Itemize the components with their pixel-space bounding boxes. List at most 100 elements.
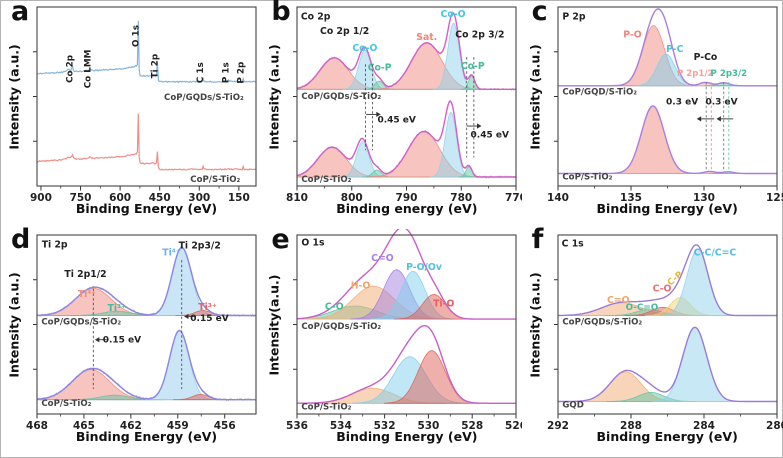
panel-d: d Intensity (a.u.) Ti 2p Ti 2p1/2 Ti⁴⁺ Ti³⁺… (1, 224, 261, 457)
sample-label: CoP/S-TiO₂ (302, 175, 352, 185)
co2p-spectrum-plot: Co 2p Co 2p 1/2 Co-O Co-P Sat. Co-O Co 2p 3/2 C… (286, 6, 522, 204)
annotation-text: Co-P (368, 63, 392, 74)
x-tick-label: 780 (451, 192, 473, 204)
shift-arrow-head (376, 111, 382, 117)
annotation-text: C 1s (196, 62, 206, 83)
peak-fill (651, 326, 738, 402)
envelope-line (36, 329, 256, 401)
shift-arrow-head (94, 337, 100, 343)
annotation-text: Co-O (353, 43, 378, 54)
sample-label: CoP/GQDs/S-TiO₂ (164, 93, 244, 103)
x-tick-label: 528 (462, 420, 484, 432)
envelope-line (557, 326, 777, 403)
plot-frame (557, 234, 778, 415)
x-axis-label: Binding Energy (eV) (75, 201, 218, 216)
annotation-text: Ti-O (433, 299, 454, 310)
peak-fill (145, 330, 214, 401)
annotation-text: 0.3 eV (705, 98, 737, 108)
shift-arrow-head (716, 116, 721, 122)
panel-f: f Intensity (a.u.) C 1s C-C/C=C C-P C-O O-C=… (522, 224, 783, 457)
sample-label: GQD (562, 401, 584, 411)
x-tick-label: 280 (766, 420, 783, 432)
panel-e: e Intensity(a.u.) O 1s C=O P-O/Ov H-O C-O Ti-… (261, 224, 523, 457)
shift-arrow-head (696, 116, 701, 122)
o1s-spectrum-plot: O 1s C=O P-O/Ov H-O C-O Ti-O CoP/GQDs/S-TiO₂ Co… (286, 229, 522, 432)
envelope-line (297, 229, 517, 320)
panel-letter: e (271, 224, 290, 255)
p2p-spectrum-plot: P 2p P-O P-C P-Co P 2p1/2P 2p3/2 0.3 eV 0.3 eV… (547, 6, 783, 204)
survey-curve (36, 20, 257, 84)
x-tick-label: 125 (766, 192, 783, 204)
panel-letter: b (271, 0, 291, 27)
panel-c: c Intensity (a.u.) P 2p P-O P-C P-Co P 2p1/2… (522, 0, 783, 229)
envelope-line (37, 246, 256, 317)
annotation-text: Co 2p (65, 55, 75, 83)
x-tick-label: 532 (374, 420, 396, 432)
annotation-text: Co 2p 1/2 (320, 26, 369, 37)
annotation-text: Ti 2p (150, 54, 160, 79)
x-tick-label: 456 (214, 420, 236, 432)
annotation-text: O-C=O (625, 303, 658, 313)
annotation-text: Co-O (441, 9, 466, 20)
annotation-text: Ti⁴⁺ (78, 289, 97, 300)
annotation-text: C=O (371, 253, 394, 264)
annotation-text: Sat. (417, 32, 438, 43)
sample-label: CoP/GQD/S-TiO₂ (562, 88, 637, 98)
c1s-spectrum-plot: C 1sC-C/C=CC-PC-OO-C=OC=OCoP/GQDs/S-TiO₂… (547, 234, 783, 432)
plot-frame (296, 234, 517, 415)
sample-label: CoP/S-TiO₂ (302, 403, 352, 413)
survey-spectrum-plot: Co 2p Co LMM O 1s Ti 2p C 1s P 1s P 2p CoP/GQDs… (30, 6, 257, 204)
sample-label: CoP/S-TiO₂ (190, 175, 240, 185)
x-tick-label: 534 (330, 420, 352, 432)
panel-a: a Intensity (a.u.) Co 2p Co LMM O 1s Ti 2p C… (1, 0, 261, 229)
panel-b: b Intensity (a.u.) Co 2p Co 2p 1/2 Co-O Co-… (261, 0, 523, 229)
annotation-text: P 2p (236, 62, 246, 84)
x-tick-label: 292 (547, 420, 569, 432)
x-tick-label: 450 (149, 192, 171, 204)
annotation-text: P 1s (221, 62, 231, 83)
envelope-line (557, 8, 777, 87)
x-tick-label: 468 (26, 420, 48, 432)
x-tick-label: 462 (120, 420, 142, 432)
panel-letter: a (11, 0, 30, 27)
annotation-text: Ti 2p3/2 (179, 240, 221, 251)
x-tick-label: 140 (547, 192, 569, 204)
x-tick-label: 800 (341, 192, 363, 204)
annotation-text: C-C/C=C (693, 248, 736, 259)
annotation-text: C 1s (561, 239, 584, 250)
annotation-text: C-O (652, 283, 671, 294)
annotation-text: P 2p (562, 12, 586, 23)
shift-arrow-head (477, 123, 482, 129)
x-axis-label: Binding Energy (eV) (596, 429, 738, 444)
y-axis-label: Intensity (a.u.) (527, 44, 543, 150)
envelope-line (297, 12, 517, 90)
panel-letter: d (11, 224, 31, 255)
sample-label: CoP/GQDs/S-TiO₂ (562, 318, 642, 328)
x-axis-label: Binding Energy (eV) (336, 429, 478, 444)
x-tick-label: 288 (620, 420, 642, 432)
x-tick-label: 284 (693, 420, 715, 432)
y-axis-label: Intensity (a.u.) (527, 272, 543, 378)
annotation-text: H-O (351, 281, 371, 292)
annotation-text: Co 2p (301, 12, 331, 23)
y-axis-label: Intensity (a.u.) (6, 44, 22, 150)
annotation-text: P-O/Ov (406, 262, 442, 273)
x-tick-label: 150 (228, 192, 250, 204)
x-tick-label: 300 (188, 192, 210, 204)
x-tick-label: 810 (286, 192, 308, 204)
annotation-text: P-C (666, 44, 684, 55)
sample-label: CoP/S-TiO₂ (562, 173, 612, 183)
annotation-text: Ti 2p (42, 240, 68, 251)
envelope-line (557, 244, 777, 317)
x-tick-label: 900 (30, 192, 52, 204)
annotation-text: Ti 2p1/2 (64, 269, 106, 280)
annotation-text: Ti³⁺ (108, 303, 127, 314)
plot-frame (557, 6, 778, 187)
x-tick-label: 526 (505, 420, 522, 432)
envelope-line (297, 100, 517, 178)
panel-letter: f (531, 224, 544, 255)
annotation-text: Co-P (461, 61, 485, 72)
annotation-text: 0.3 eV (666, 98, 698, 108)
